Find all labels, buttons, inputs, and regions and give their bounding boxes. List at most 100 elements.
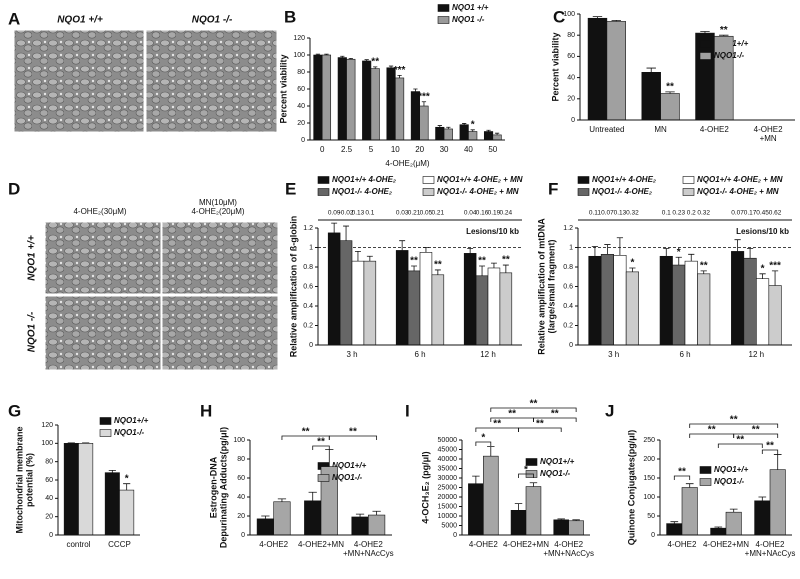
bar	[625, 271, 639, 346]
legend-label: NQO1+/+ 4-OHE₂ + MN	[437, 175, 523, 184]
bracket-label: **	[730, 415, 738, 426]
bracket-label: *	[524, 465, 528, 476]
error-bar	[354, 251, 361, 262]
x-tick-label: 12 h	[749, 350, 765, 359]
y-tick-label: 20	[237, 513, 245, 520]
bar	[525, 486, 542, 536]
legend-label: NQO1-/-	[714, 51, 745, 60]
lesion-value: 0.32	[626, 210, 639, 217]
lesion-value: 0.05	[420, 210, 433, 217]
y-tick-label: 80	[45, 459, 53, 466]
bracket-label: **	[508, 409, 516, 420]
legend-swatch	[437, 16, 450, 24]
bracket-label: **	[678, 467, 686, 478]
legend-swatch	[422, 188, 435, 196]
legend-swatch	[437, 4, 450, 12]
error-bar	[411, 265, 418, 271]
legend-swatch	[317, 188, 330, 196]
legend-swatch	[422, 176, 435, 184]
error-bar	[486, 129, 491, 132]
bar	[475, 275, 489, 346]
lesion-value: 0.11	[589, 210, 602, 217]
error-bar	[421, 101, 427, 106]
x-tick-label: 12 h	[480, 350, 496, 359]
y-axis-label: 4-OCH₃E₂ (pg/μl)	[420, 451, 430, 523]
y-tick-label: 0.4	[563, 303, 573, 310]
bar	[641, 72, 661, 121]
bracket	[312, 445, 330, 450]
y-tick-label: 0	[49, 532, 53, 539]
lesion-value: 0.16	[476, 210, 489, 217]
error-bar	[604, 244, 611, 255]
bar	[395, 77, 405, 141]
legend-label: NQO1-/- 4-OHE₂	[332, 187, 392, 196]
lesion-value: 0.07	[731, 210, 744, 217]
y-axis-label: Mitochondrial membrane	[14, 426, 24, 533]
y-axis-label: Quinone Conjugates(pg/μl)	[626, 430, 636, 546]
x-tick-label: 4-OHE2+MN	[503, 540, 549, 549]
bracket	[475, 441, 492, 446]
bracket	[533, 417, 577, 422]
bar	[553, 519, 569, 536]
panel-letter: I	[405, 401, 410, 420]
x-tick-label: CCCP	[108, 540, 131, 549]
y-tick-label: 0	[571, 117, 575, 124]
error-bar	[261, 515, 270, 519]
lesion-value: 0.07	[601, 210, 614, 217]
significance: *	[761, 263, 765, 274]
y-tick-label: 0	[569, 342, 573, 349]
bar	[370, 68, 380, 141]
error-bar	[467, 248, 474, 254]
legend-label: NQO1+/+	[714, 465, 749, 474]
legend-swatch	[682, 176, 695, 184]
micrograph	[13, 29, 145, 133]
bar	[714, 35, 734, 121]
error-bar	[494, 132, 500, 135]
bar	[256, 518, 274, 536]
y-tick-label: 80	[567, 32, 575, 39]
y-tick-label: 200	[643, 456, 655, 463]
bar	[731, 251, 745, 346]
bar	[395, 250, 409, 346]
bar	[419, 252, 433, 346]
error-bar	[446, 126, 451, 129]
bar	[63, 443, 79, 536]
significance: *	[471, 119, 475, 130]
y-tick-label: 100	[293, 52, 305, 59]
panel-letter: D	[8, 179, 20, 198]
x-tick-label: 3 h	[608, 350, 619, 359]
bar	[492, 134, 502, 141]
bar	[459, 124, 469, 141]
bar	[587, 17, 608, 121]
error-bar	[663, 248, 670, 257]
bar	[666, 523, 683, 536]
x-tick-label: 4-OHE2 +MN+NAcCys	[343, 540, 394, 558]
y-tick-label: 1.2	[563, 225, 573, 232]
lesion-value: 0.13	[614, 210, 627, 217]
lesion-value: 0.24	[500, 210, 513, 217]
y-tick-label: 60	[567, 53, 575, 60]
error-bar	[348, 58, 353, 60]
bar	[443, 128, 453, 141]
error-bar	[529, 482, 538, 487]
significance: ***	[418, 91, 430, 102]
error-bar	[422, 247, 429, 253]
legend-swatch	[577, 188, 590, 196]
error-bar	[413, 88, 418, 92]
x-tick-label: 4-OHE2	[469, 540, 498, 549]
lesion-value: 0.04	[464, 210, 477, 217]
legend-label: NQO1 -/-	[452, 15, 485, 24]
error-bar	[372, 510, 381, 516]
x-tick-label: 40	[464, 145, 473, 154]
y-tick-label: 0.8	[563, 264, 573, 271]
y-axis-label: Depurinating Adducts(pg/μl)	[218, 427, 228, 548]
photo-label: NQO1 -/-	[192, 15, 233, 26]
error-bar	[366, 255, 373, 262]
legend-label: NQO1+/+	[114, 416, 149, 425]
legend-label: NQO1-/- 4-OHE₂ + MN	[437, 187, 519, 196]
error-bar	[343, 225, 350, 241]
legend-swatch	[577, 176, 590, 184]
y-tick-label: 0	[309, 342, 313, 349]
legend-swatch	[317, 176, 330, 184]
